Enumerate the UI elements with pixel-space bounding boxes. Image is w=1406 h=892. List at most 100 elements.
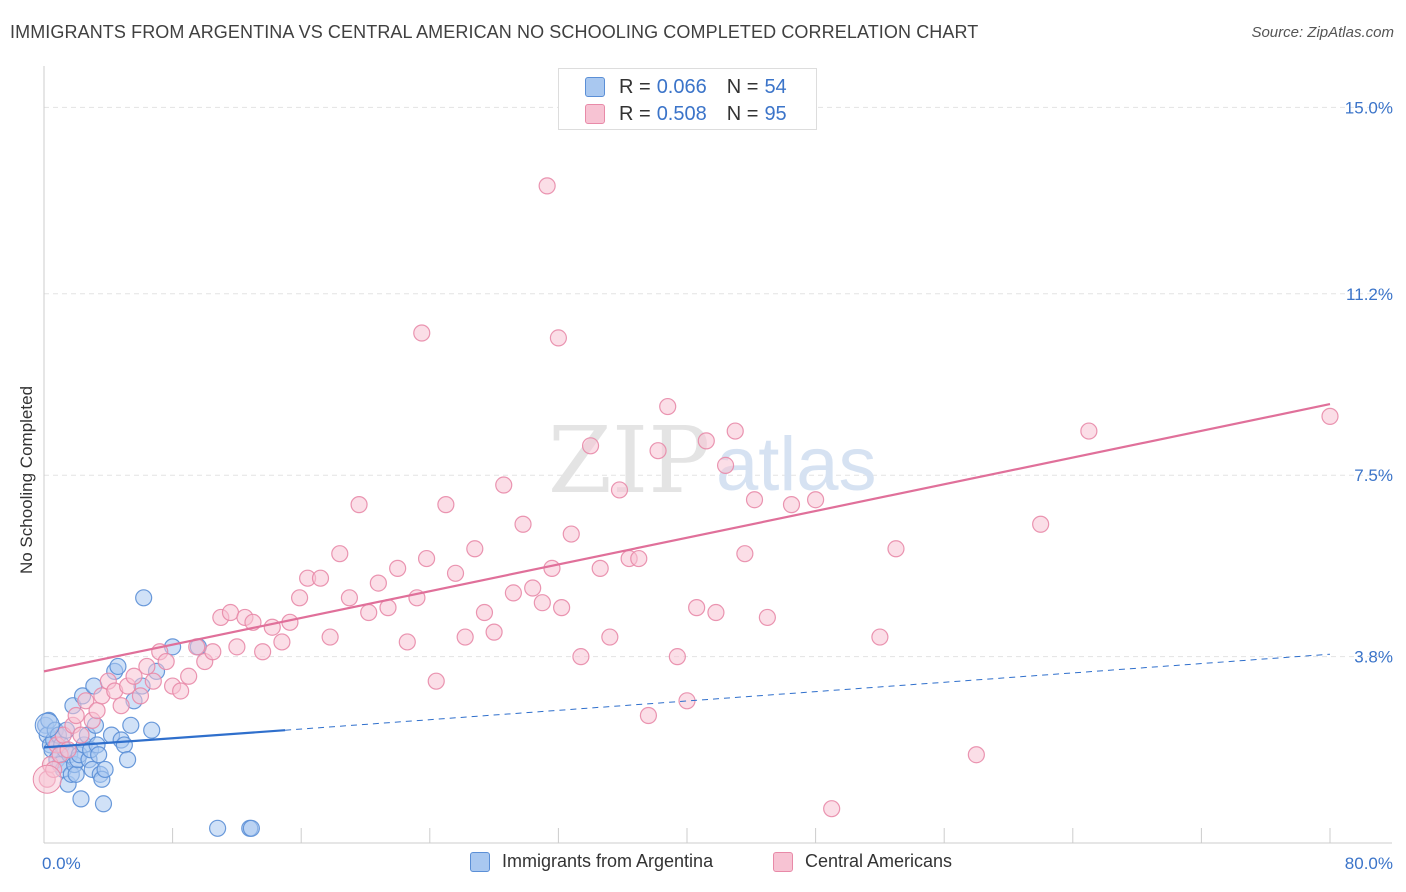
central-american-point xyxy=(180,667,198,685)
central-american-point xyxy=(331,545,349,563)
central-american-point xyxy=(398,633,416,651)
central-american-point xyxy=(144,672,162,690)
chart-title: IMMIGRANTS FROM ARGENTINA VS CENTRAL AME… xyxy=(10,22,979,42)
central-american-point xyxy=(273,633,291,651)
legend-swatch-blue xyxy=(585,77,605,97)
central-american-point xyxy=(311,569,330,587)
central-american-point xyxy=(610,481,629,499)
legend-swatch-blue xyxy=(470,851,490,872)
legend-row-argentina: R = 0.066 N = 54 xyxy=(585,74,787,100)
y-tick-label: 7.5% xyxy=(1354,466,1393,485)
central-american-point xyxy=(639,706,658,725)
argentina-point xyxy=(209,819,227,837)
argentina-point xyxy=(94,795,113,813)
axes xyxy=(43,66,1392,844)
argentina-point xyxy=(96,760,114,779)
argentina-point xyxy=(122,716,140,734)
central-american-point xyxy=(125,667,143,685)
legend-r-label: R = xyxy=(619,75,651,98)
central-american-point xyxy=(1080,422,1098,440)
central-american-point xyxy=(72,726,90,744)
central-american-point xyxy=(67,706,85,725)
central-american-point xyxy=(668,648,686,666)
central-american-point xyxy=(524,579,542,597)
source-credit: Source: ZipAtlas.com xyxy=(1251,24,1394,41)
stats-legend: R = 0.066 N = 54 R = 0.508 N = 95 xyxy=(558,68,817,130)
central-american-point xyxy=(221,603,240,622)
watermark-atlas: atlas xyxy=(716,422,877,507)
central-american-point xyxy=(726,422,744,440)
central-american-point xyxy=(697,432,715,450)
central-american-point xyxy=(417,549,436,568)
y-tick-label: 11.2% xyxy=(1346,285,1393,304)
central-american-point xyxy=(427,672,445,690)
central-american-point xyxy=(823,800,841,818)
central-american-point xyxy=(887,540,905,558)
central-american-point xyxy=(413,324,431,342)
legend-item-central-americans[interactable]: Central Americans xyxy=(773,851,952,872)
watermark: ZIP atlas xyxy=(548,407,877,514)
central-american-point xyxy=(131,687,150,705)
watermark-zip: ZIP xyxy=(548,407,710,514)
central-american-point xyxy=(707,603,725,622)
central-american-point xyxy=(562,525,580,543)
argentina-point xyxy=(135,589,153,607)
argentina-trend-extension xyxy=(285,653,1331,731)
grid-lines xyxy=(44,106,1392,658)
central-american-point xyxy=(538,177,556,195)
legend-r-label: R = xyxy=(619,102,651,125)
legend-n-value: 54 xyxy=(764,75,787,98)
data-points xyxy=(32,177,1339,837)
argentina-point xyxy=(115,736,133,754)
central-american-point xyxy=(138,657,156,676)
central-american-point xyxy=(157,652,175,671)
x-tick-label: 0.0% xyxy=(42,854,81,873)
central-american-point xyxy=(321,628,339,646)
central-american-point xyxy=(758,608,776,627)
central-american-point xyxy=(514,515,532,533)
central-american-point xyxy=(688,599,706,617)
central-american-point xyxy=(581,437,600,455)
central-american-point xyxy=(254,643,272,661)
central-american-point xyxy=(88,701,106,720)
central-american-point xyxy=(360,603,378,622)
central-american-point xyxy=(572,648,590,666)
central-american-point xyxy=(871,628,889,646)
legend-label: Central Americans xyxy=(805,851,953,871)
y-axis-label: No Schooling Completed xyxy=(17,385,36,575)
central-american-point xyxy=(659,397,677,416)
central-american-point xyxy=(77,692,95,710)
series-legend: Immigrants from Argentina Central Americ… xyxy=(0,851,1406,877)
y-axis-label-wrap: No Schooling Completed xyxy=(12,200,42,760)
central-american-point xyxy=(369,574,387,592)
argentina-point xyxy=(143,721,161,739)
legend-r-value: 0.508 xyxy=(656,102,707,125)
central-american-point xyxy=(350,496,368,514)
y-tick-label: 15.0% xyxy=(1345,98,1393,117)
central-american-point xyxy=(495,476,513,494)
legend-n-label: N = xyxy=(726,102,759,125)
central-american-point xyxy=(649,442,667,460)
legend-item-argentina[interactable]: Immigrants from Argentina xyxy=(470,851,713,872)
argentina-point xyxy=(34,712,60,738)
central-american-point xyxy=(549,329,568,347)
argentina-point xyxy=(109,657,127,676)
central-american-point xyxy=(112,697,130,715)
central-american-point xyxy=(630,549,648,568)
central-american-point xyxy=(504,584,522,602)
central-american-point xyxy=(228,638,246,656)
central-american-point xyxy=(475,603,494,622)
legend-n-label: N = xyxy=(726,75,759,98)
legend-swatch-pink xyxy=(585,104,605,124)
argentina-point xyxy=(242,819,260,837)
central-american-point xyxy=(172,682,190,700)
central-american-point xyxy=(806,491,825,509)
central-american-point xyxy=(389,559,407,577)
argentina-point xyxy=(90,746,108,764)
central-american-point xyxy=(204,643,222,661)
central-american-point xyxy=(716,456,735,475)
x-tick-label: 80.0% xyxy=(1345,854,1393,873)
argentina-point xyxy=(72,790,90,808)
central-american-point xyxy=(1032,515,1050,533)
central-american-point xyxy=(446,564,465,582)
